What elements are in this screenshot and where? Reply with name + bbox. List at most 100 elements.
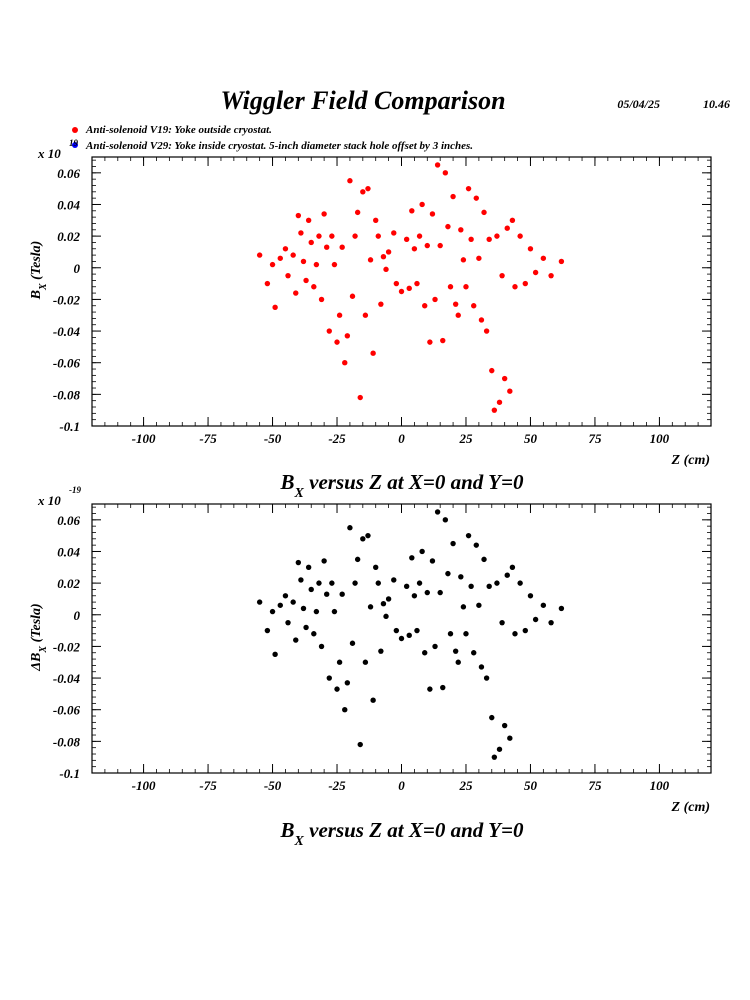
top-chart-series-0-point — [517, 233, 523, 239]
top-chart-series-0-point — [504, 225, 510, 231]
top-chart-caption-main: B — [280, 470, 295, 494]
bottom-chart-caption-sub: X — [294, 834, 305, 849]
bottom-chart-series-0-point — [468, 583, 474, 589]
bottom-chart-series-0-point — [476, 602, 482, 608]
top-chart-series-0-point — [295, 212, 302, 219]
top-chart-series-0-point — [331, 261, 338, 268]
bottom-chart-series-0-point — [491, 754, 498, 760]
bottom-chart-series-0-point — [460, 604, 467, 610]
bottom-chart-y-tick-label: -0.04 — [53, 671, 81, 686]
top-chart-series-0-point — [334, 339, 340, 345]
bottom-chart-x-tick-label: 0 — [398, 778, 405, 793]
top-chart-series-0-point — [385, 249, 392, 255]
bottom-chart-series-0-point — [494, 580, 500, 586]
top-chart-y-tick-label: 0.02 — [57, 229, 80, 244]
top-chart-series-0-point — [409, 208, 415, 214]
bottom-chart-series-0-point — [370, 697, 376, 703]
bottom-chart-scale-note: x 10 — [37, 493, 61, 508]
bottom-chart-series-0-point — [527, 593, 534, 599]
top-chart-series-0-point — [352, 233, 358, 239]
top-chart-x-tick-label: -25 — [328, 431, 346, 446]
top-chart-y-axis-label-sub: X — [38, 283, 49, 291]
bottom-chart-series-0-point — [295, 559, 302, 566]
bottom-chart-series-0-point — [483, 675, 490, 681]
top-chart-series-0-point — [427, 339, 433, 345]
bottom-chart-series-0-point — [427, 686, 433, 692]
bottom-chart-series-0-point — [424, 589, 430, 596]
bottom-chart-y-tick-label: 0.02 — [57, 576, 80, 591]
bottom-chart-series-0-point — [277, 602, 283, 608]
bottom-chart-series-0-point — [272, 651, 278, 658]
bottom-chart-series-0-point — [373, 564, 379, 570]
bottom-chart-series-0-point — [416, 580, 423, 586]
top-chart-series-0-point — [455, 312, 461, 318]
top-chart-series-0-point — [290, 252, 296, 258]
bottom-chart-series-0-point — [422, 650, 428, 656]
top-chart-x-axis-label: Z (cm) — [671, 453, 710, 468]
top-chart-series-0-point — [442, 170, 449, 176]
bottom-chart-series-0-point — [362, 659, 369, 665]
top-chart-caption-sub: X — [294, 486, 305, 501]
top-chart-y-tick-label: 0 — [74, 261, 81, 276]
bottom-chart-series-0-point — [360, 536, 366, 542]
top-chart-y-tick-label: 0.06 — [57, 166, 80, 181]
bottom-chart-series-0-point — [303, 624, 309, 631]
plot-date: 05/04/25 — [617, 97, 660, 111]
bottom-chart-series-0-point — [326, 675, 332, 681]
top-chart-x-tick-label: 25 — [458, 431, 473, 446]
top-chart-series-0-point — [422, 303, 428, 309]
legend-marker-v29 — [72, 142, 78, 148]
top-chart-series-0-point — [494, 233, 500, 239]
top-chart-series-0-point — [347, 178, 353, 184]
top-chart-series-0-point — [419, 201, 425, 208]
bottom-chart-series-0-point — [504, 572, 510, 578]
top-chart-x-tick-label: 100 — [650, 431, 670, 446]
bottom-chart-series-0-point — [311, 631, 317, 637]
bottom-chart-series-0-point — [442, 517, 449, 523]
bottom-chart-series-0-point — [298, 577, 304, 583]
bottom-chart-x-tick-label: -100 — [132, 778, 156, 793]
top-chart-series-0-point — [357, 394, 363, 401]
top-chart-series-0-point — [305, 217, 312, 223]
bottom-chart-series-0-point — [313, 608, 320, 615]
bottom-chart-series-0-point — [256, 599, 263, 605]
bottom-chart-series-0-point — [489, 714, 495, 721]
bottom-chart-caption-rest: versus Z at X=0 and Y=0 — [304, 818, 524, 842]
top-chart-series-0-point — [311, 284, 317, 290]
bottom-chart-x-tick-label: 25 — [458, 778, 473, 793]
bottom-chart-scale-exponent: -19 — [69, 485, 81, 495]
top-chart-series-0-point — [362, 312, 369, 318]
plot-time: 10.46 — [703, 97, 730, 111]
top-chart-series-0-point — [532, 269, 539, 276]
top-chart-series-0-point — [349, 293, 356, 299]
top-chart-series-0-point — [463, 284, 469, 290]
figure-title: Wiggler Field Comparison — [220, 86, 505, 115]
top-chart-series-0-point — [486, 236, 492, 242]
top-chart-series-0-point — [336, 312, 343, 318]
bottom-chart-y-axis-label-sub: X — [38, 646, 49, 654]
top-chart-series-0-point — [321, 211, 327, 217]
legend: Anti-solenoid V19: Yoke outside cryostat… — [72, 124, 473, 152]
bottom-chart-y-tick-label: -0.02 — [53, 639, 81, 654]
top-chart-series-0-point — [476, 255, 482, 261]
top-chart-series-0-point — [437, 242, 443, 249]
top-chart-caption-rest: versus Z at X=0 and Y=0 — [304, 470, 524, 494]
top-chart-series-0-point — [501, 375, 508, 382]
top-chart-series-0-point — [496, 399, 503, 405]
top-chart-series-0-point — [507, 388, 513, 394]
bottom-chart-series-0-point — [365, 532, 371, 539]
bottom-chart-series-0-point — [419, 548, 425, 555]
top-chart-series-0-point — [468, 236, 474, 242]
bottom-chart-series-0-point — [316, 580, 322, 586]
bottom-chart-series-0-point — [321, 558, 327, 564]
bottom-chart-series-0-point — [285, 619, 291, 626]
top-chart-series-0-point — [324, 244, 330, 250]
bottom-chart-x-tick-label: 75 — [588, 778, 602, 793]
top-chart-series-0-point — [512, 284, 518, 290]
bottom-chart-series-0-point — [512, 631, 518, 637]
bottom-chart-series-0-point — [465, 532, 472, 539]
top-chart-series-0-point — [378, 301, 384, 307]
top-chart-x-tick-label: -75 — [199, 431, 217, 446]
top-chart-series-0-point — [285, 272, 291, 279]
